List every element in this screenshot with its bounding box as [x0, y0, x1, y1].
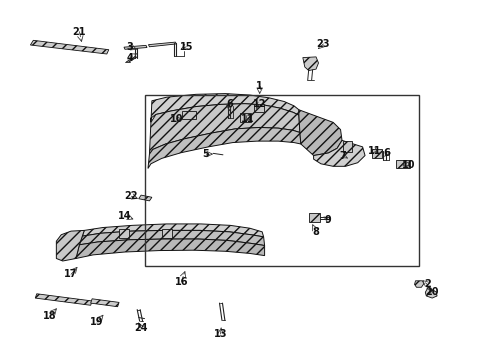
- Bar: [119, 229, 129, 238]
- Text: 3: 3: [126, 42, 133, 52]
- Text: 15: 15: [179, 42, 193, 52]
- Polygon shape: [299, 110, 342, 156]
- Text: 18: 18: [43, 311, 57, 321]
- Text: 17: 17: [64, 269, 78, 279]
- Text: 24: 24: [134, 323, 148, 333]
- Polygon shape: [303, 57, 318, 71]
- Polygon shape: [425, 289, 437, 298]
- Text: 12: 12: [253, 99, 267, 109]
- Text: 23: 23: [317, 39, 330, 49]
- Polygon shape: [314, 140, 365, 166]
- Polygon shape: [82, 224, 264, 237]
- Bar: [162, 229, 172, 238]
- Polygon shape: [35, 294, 92, 305]
- Polygon shape: [148, 127, 301, 168]
- Text: 20: 20: [425, 287, 439, 297]
- Text: 21: 21: [73, 27, 86, 37]
- Bar: [182, 111, 196, 119]
- Polygon shape: [151, 94, 299, 122]
- Polygon shape: [415, 281, 424, 287]
- Text: 19: 19: [90, 317, 104, 327]
- Polygon shape: [139, 195, 152, 201]
- Text: 1: 1: [256, 81, 263, 91]
- Text: 10: 10: [402, 160, 416, 170]
- Text: 6: 6: [384, 148, 391, 158]
- Text: 4: 4: [126, 53, 133, 63]
- Bar: [254, 104, 264, 112]
- Bar: [145, 95, 419, 266]
- Bar: [343, 141, 352, 152]
- Text: 16: 16: [174, 276, 188, 287]
- Text: 6: 6: [226, 99, 233, 109]
- Text: 14: 14: [118, 211, 132, 221]
- Bar: [372, 149, 382, 158]
- Text: 22: 22: [124, 191, 138, 201]
- Text: 8: 8: [313, 227, 319, 237]
- Text: 10: 10: [170, 114, 183, 124]
- Polygon shape: [76, 239, 265, 258]
- Polygon shape: [91, 299, 119, 307]
- Polygon shape: [79, 230, 265, 246]
- Text: 5: 5: [202, 149, 209, 159]
- Polygon shape: [148, 42, 176, 47]
- Polygon shape: [124, 45, 147, 49]
- Text: 11: 11: [368, 146, 382, 156]
- Polygon shape: [149, 104, 300, 154]
- Text: 13: 13: [214, 329, 227, 339]
- Bar: [396, 160, 410, 168]
- Text: 11: 11: [241, 114, 254, 124]
- Text: 7: 7: [340, 150, 346, 161]
- Polygon shape: [30, 40, 109, 54]
- Bar: [240, 113, 251, 122]
- Bar: [309, 213, 320, 222]
- Text: 9: 9: [325, 215, 332, 225]
- Polygon shape: [56, 230, 84, 261]
- Text: 2: 2: [424, 279, 431, 289]
